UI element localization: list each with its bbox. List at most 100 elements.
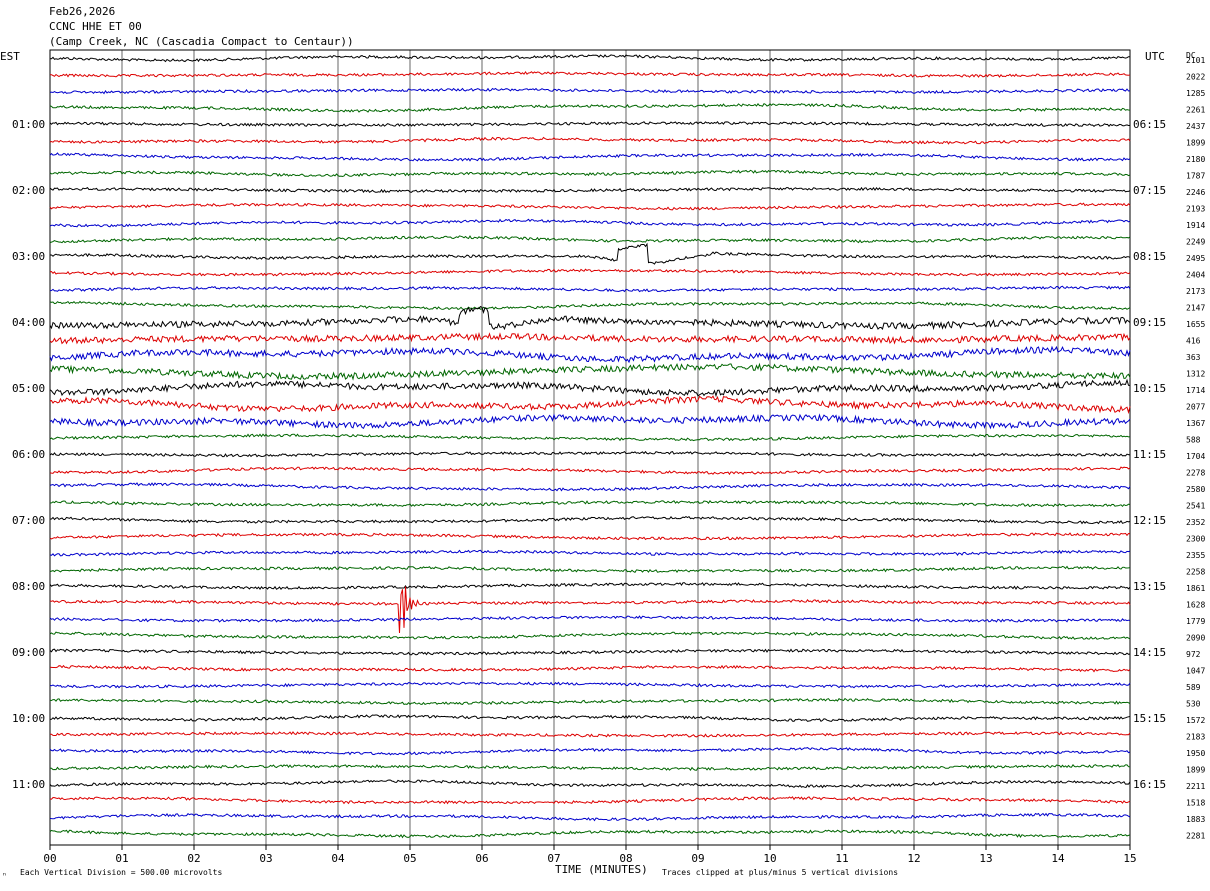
x-tick-label-11: 11: [835, 852, 848, 865]
trace-row-20: [49, 378, 1131, 398]
trace-row-39: [49, 697, 1131, 706]
trace-row-18: [49, 345, 1131, 364]
trace-row-25: [49, 466, 1131, 476]
trace-row-27: [49, 499, 1131, 508]
dc-offset-41: 2183: [1186, 733, 1205, 742]
dc-offset-6: 2180: [1186, 155, 1205, 164]
utc-label-08:15: 08:15: [1133, 250, 1166, 263]
trace-row-16: [49, 305, 1131, 331]
x-tick-label-01: 01: [115, 852, 128, 865]
footer-mark: ⁿ: [2, 871, 7, 880]
dc-offset-13: 2404: [1186, 271, 1205, 280]
dc-offset-36: 972: [1186, 650, 1201, 659]
dc-offset-11: 2249: [1186, 238, 1205, 247]
dc-offset-47: 2281: [1186, 832, 1205, 841]
dc-offset-28: 2352: [1186, 518, 1205, 527]
dc-offset-35: 2090: [1186, 634, 1205, 643]
minute-gridlines: [121, 50, 1059, 845]
trace-row-26: [49, 482, 1131, 492]
trace-row-10: [49, 218, 1131, 228]
est-label-04:00: 04:00: [12, 316, 45, 329]
utc-label-10:15: 10:15: [1133, 382, 1166, 395]
trace-row-23: [49, 433, 1131, 442]
utc-label-09:15: 09:15: [1133, 316, 1166, 329]
trace-row-34: [49, 615, 1131, 623]
right-timezone-label: UTC: [1145, 50, 1165, 63]
dc-offset-24: 1704: [1186, 452, 1205, 461]
header-station: CCNC HHE ET 00: [49, 20, 142, 33]
plot-frame: [49, 49, 1131, 846]
dc-offset-27: 2541: [1186, 502, 1205, 511]
dc-offset-43: 1899: [1186, 766, 1205, 775]
dc-offset-9: 2193: [1186, 205, 1205, 214]
dc-offset-38: 589: [1186, 683, 1201, 692]
trace-row-28: [49, 515, 1131, 525]
trace-row-37: [49, 664, 1131, 673]
header-date: Feb26,2026: [49, 5, 115, 18]
est-hour-labels: 01:00 02:00 03:00 04:00 05:00 06:00 07:00 08:00…: [12, 118, 45, 791]
est-label-05:00: 05:00: [12, 382, 45, 395]
utc-label-12:15: 12:15: [1133, 514, 1166, 527]
dc-offset-2: 1285: [1186, 89, 1205, 98]
trace-row-17: [49, 331, 1131, 345]
est-label-07:00: 07:00: [12, 514, 45, 527]
trace-row-36: [49, 648, 1131, 656]
trace-row-32: [49, 582, 1131, 591]
trace-row-15: [49, 300, 1131, 311]
dc-offset-1: 2022: [1186, 73, 1205, 82]
dc-offset-44: 2211: [1186, 782, 1205, 791]
x-tick-label-13: 13: [979, 852, 992, 865]
dc-offset-45: 1518: [1186, 799, 1205, 808]
trace-row-40: [49, 714, 1131, 722]
est-label-06:00: 06:00: [12, 448, 45, 461]
trace-row-8: [49, 186, 1131, 194]
utc-label-11:15: 11:15: [1133, 448, 1166, 461]
dc-offset-22: 1367: [1186, 419, 1205, 428]
trace-row-45: [49, 796, 1131, 805]
dc-offset-25: 2278: [1186, 469, 1205, 478]
trace-row-41: [50, 731, 1131, 738]
dc-offset-20: 1714: [1186, 386, 1205, 395]
trace-row-0: [50, 54, 1131, 63]
trace-row-42: [49, 747, 1131, 756]
trace-row-24: [49, 450, 1131, 458]
dc-offset-23: 588: [1186, 436, 1201, 445]
dc-offset-21: 2077: [1186, 403, 1205, 412]
dc-offset-15: 2147: [1186, 304, 1205, 313]
utc-label-06:15: 06:15: [1133, 118, 1166, 131]
footer-scale: Each Vertical Division = 500.00 microvol…: [20, 868, 222, 877]
trace-row-9: [49, 202, 1131, 211]
est-label-03:00: 03:00: [12, 250, 45, 263]
x-tick-label-03: 03: [259, 852, 272, 865]
trace-row-6: [49, 152, 1131, 162]
trace-row-3: [49, 102, 1131, 113]
dc-offset-40: 1572: [1186, 716, 1205, 725]
dc-offset-10: 1914: [1186, 221, 1205, 230]
dc-offset-19: 1312: [1186, 370, 1205, 379]
dc-offset-42: 1950: [1186, 749, 1205, 758]
header-location: (Camp Creek, NC (Cascadia Compact to Cen…: [49, 35, 354, 48]
est-label-02:00: 02:00: [12, 184, 45, 197]
trace-row-5: [49, 136, 1131, 145]
dc-offset-32: 1861: [1186, 584, 1205, 593]
dc-offset-29: 2300: [1186, 535, 1205, 544]
trace-row-31: [49, 565, 1131, 573]
utc-label-16:15: 16:15: [1133, 778, 1166, 791]
dc-offset-34: 1779: [1186, 617, 1205, 626]
dc-offset-7: 1787: [1186, 172, 1205, 181]
trace-row-38: [49, 681, 1131, 689]
trace-row-12: [50, 242, 1131, 265]
utc-label-07:15: 07:15: [1133, 184, 1166, 197]
dc-offset-16: 1655: [1186, 320, 1205, 329]
x-tick-label-07: 07: [547, 852, 560, 865]
x-tick-label-12: 12: [907, 852, 920, 865]
trace-row-19: [49, 362, 1131, 381]
dc-offset-33: 1628: [1186, 601, 1205, 610]
dc-offset-46: 1883: [1186, 815, 1205, 824]
est-label-01:00: 01:00: [12, 118, 45, 131]
dc-offset-31: 2258: [1186, 568, 1205, 577]
x-tick-label-14: 14: [1051, 852, 1065, 865]
utc-label-15:15: 15:15: [1133, 712, 1166, 725]
trace-row-43: [49, 763, 1131, 771]
dc-offset-5: 1899: [1186, 139, 1205, 148]
